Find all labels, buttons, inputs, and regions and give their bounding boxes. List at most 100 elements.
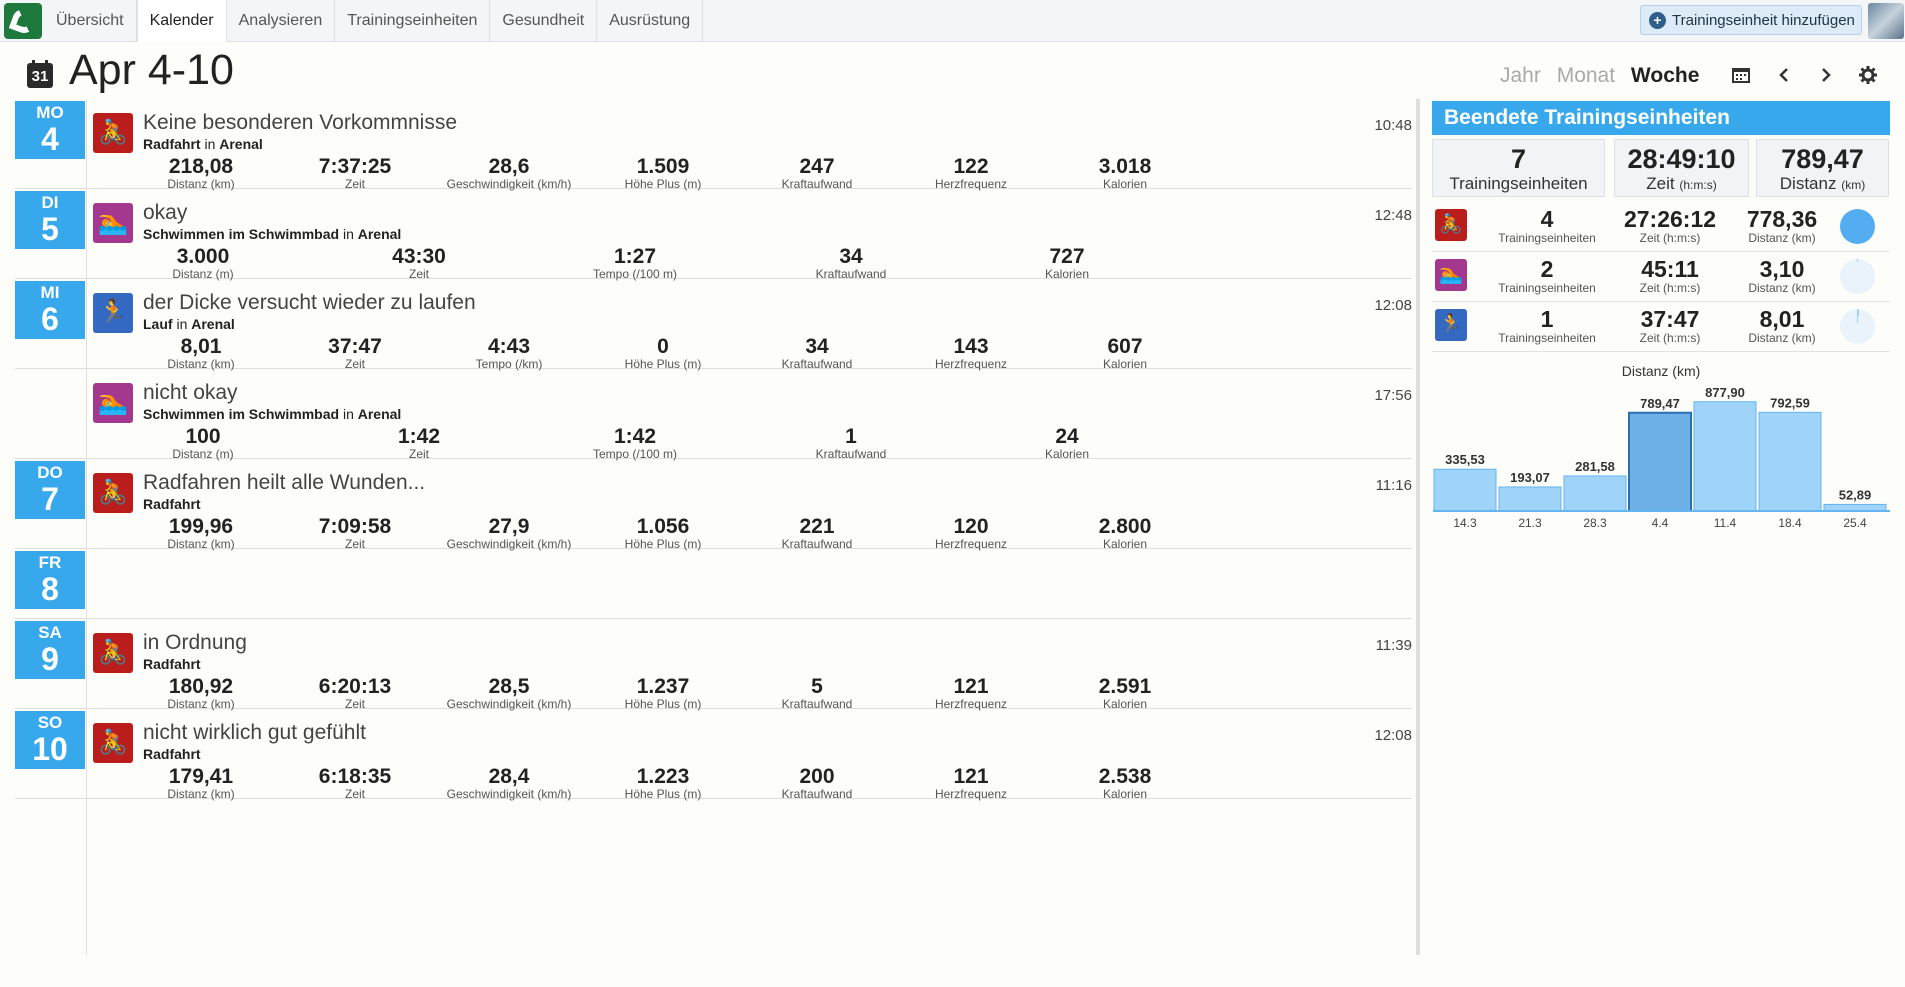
chart-bar[interactable] xyxy=(1693,401,1757,512)
view-year[interactable]: Jahr xyxy=(1500,64,1541,87)
cycling-icon[interactable]: 🚴 xyxy=(93,633,133,673)
workout-row[interactable]: SO 10 🚴 nicht wirklich gut gefühlt Radfah… xyxy=(15,709,1412,801)
next-arrow-icon[interactable] xyxy=(1815,66,1837,88)
app-logo[interactable] xyxy=(4,3,42,39)
tab-ausruestung[interactable]: Ausrüstung xyxy=(597,0,704,42)
workout-row[interactable]: DI 5 🏊 okay Schwimmen im Schwimmbad in Ar… xyxy=(15,189,1412,281)
day-badge[interactable]: MO 4 xyxy=(15,101,85,159)
workout-subtitle: Radfahrt in Arenal xyxy=(143,136,263,152)
main-tabs: Übersicht Kalender Analysieren Trainings… xyxy=(44,0,704,42)
panel-divider[interactable] xyxy=(1416,99,1420,955)
x-tick-label: 28.3 xyxy=(1583,516,1607,530)
day-number: 7 xyxy=(41,481,59,517)
workout-title[interactable]: Radfahren heilt alle Wunden... xyxy=(143,471,426,494)
stat-value: 37:47 xyxy=(328,335,382,358)
add-workout-button[interactable]: + Trainingseinheit hinzufügen xyxy=(1640,5,1862,35)
view-month[interactable]: Monat xyxy=(1556,64,1616,87)
stat-item: 2.800 Kalorien xyxy=(1035,516,1215,551)
day-badge[interactable]: SA 9 xyxy=(15,621,85,679)
day-name: FR xyxy=(38,553,62,572)
stat-item: 2.538 Kalorien xyxy=(1035,766,1215,801)
stat-label: Kalorien xyxy=(1102,537,1148,551)
workout-title[interactable]: in Ordnung xyxy=(143,631,247,654)
sport-summary-row[interactable]: 🏊 2 Trainingseinheiten 45:11 Zeit (h:m:s) … xyxy=(1432,253,1890,302)
day-badge[interactable]: DO 7 xyxy=(15,461,85,519)
chart-bar[interactable] xyxy=(1563,475,1627,512)
stat-item: 1:42 Tempo (/100 m) xyxy=(545,426,725,461)
x-tick-label: 25.4 xyxy=(1843,516,1867,530)
stat-item: 34 Kraftaufwand xyxy=(727,336,907,371)
sport-time: 27:26:12 Zeit (h:m:s) xyxy=(1623,206,1717,245)
stat-value: 4:43 xyxy=(487,335,531,358)
tab-analysieren[interactable]: Analysieren xyxy=(227,0,336,42)
workout-title[interactable]: der Dicke versucht wieder zu laufen xyxy=(143,291,476,314)
workout-row: FR 8 xyxy=(15,549,1412,619)
total-workouts-box: 7 Trainingseinheiten xyxy=(1432,139,1605,197)
workout-stats: 8,01 Distanz (km) 37:47 Zeit 4:43 Tempo … xyxy=(110,336,1400,376)
swimming-icon[interactable]: 🏊 xyxy=(93,203,133,243)
chart-bar[interactable] xyxy=(1628,411,1692,512)
total-time-value: 28:49:10 xyxy=(1627,144,1736,174)
settings-gear-icon[interactable] xyxy=(1857,66,1879,88)
sport-summary-row[interactable]: 🏃 1 Trainingseinheiten 37:47 Zeit (h:m:s) … xyxy=(1432,303,1890,352)
tab-trainingseinheiten[interactable]: Trainingseinheiten xyxy=(335,0,491,42)
stat-label: Herzfrequenz xyxy=(934,787,1008,801)
day-badge[interactable]: MI 6 xyxy=(15,281,85,339)
avatar[interactable] xyxy=(1868,3,1904,39)
stat-label: Tempo (/km) xyxy=(475,357,543,371)
tab-gesundheit[interactable]: Gesundheit xyxy=(490,0,598,42)
stat-value: 1:42 xyxy=(397,425,441,448)
view-week[interactable]: Woche xyxy=(1630,64,1700,87)
chart-bar[interactable] xyxy=(1758,411,1822,512)
stat-value: 1:27 xyxy=(613,245,657,268)
tab-uebersicht[interactable]: Übersicht xyxy=(44,0,137,42)
summary-title: Beendete Trainingseinheiten xyxy=(1432,101,1890,135)
stat-value: 2.800 xyxy=(1098,515,1152,538)
workout-stats: 180,92 Distanz (km) 6:20:13 Zeit 28,5 Ge… xyxy=(110,676,1400,716)
total-workouts-label: Trainingseinheiten xyxy=(1449,174,1588,193)
stat-value: 121 xyxy=(953,675,989,698)
workout-title[interactable]: Keine besonderen Vorkommnisse xyxy=(143,111,458,134)
stat-item: 6:18:35 Zeit xyxy=(265,766,445,801)
workout-title[interactable]: nicht wirklich gut gefühlt xyxy=(143,721,366,744)
chart-bar[interactable] xyxy=(1433,468,1497,512)
date-picker-icon[interactable] xyxy=(1730,66,1752,88)
sport-summary-row[interactable]: 🚴 4 Trainingseinheiten 27:26:12 Zeit (h:m:… xyxy=(1432,203,1890,252)
stat-label: Zeit xyxy=(408,447,429,461)
workout-title[interactable]: nicht okay xyxy=(143,381,238,404)
x-tick-label: 18.4 xyxy=(1778,516,1802,530)
stat-value: 6:20:13 xyxy=(318,675,392,698)
swimming-icon[interactable]: 🏊 xyxy=(93,383,133,423)
workout-row[interactable]: MI 6 🏃 der Dicke versucht wieder zu laufe… xyxy=(15,279,1412,371)
running-icon[interactable]: 🏃 xyxy=(93,293,133,333)
sport-time: 37:47 Zeit (h:m:s) xyxy=(1639,306,1701,345)
workout-row[interactable]: 🏊 nicht okay Schwimmen im Schwimmbad in … xyxy=(15,369,1412,461)
sport-count: 2 Trainingseinheiten xyxy=(1498,256,1596,295)
cycling-icon: 🚴 xyxy=(1435,209,1467,241)
stat-item: 122 Herzfrequenz xyxy=(881,156,1061,191)
stat-label: Distanz (m) xyxy=(172,447,234,461)
tab-kalender[interactable]: Kalender xyxy=(136,0,227,42)
workout-row[interactable]: MO 4 🚴 Keine besonderen Vorkommnisse Radf… xyxy=(15,99,1412,191)
cycling-icon[interactable]: 🚴 xyxy=(93,473,133,513)
stat-value: 3.018 xyxy=(1098,155,1152,178)
stat-value: 218,08 xyxy=(168,155,234,178)
workout-stats: 100 Distanz (m) 1:42 Zeit 1:42 Tempo (/1… xyxy=(110,426,1400,466)
cycling-icon[interactable]: 🚴 xyxy=(93,113,133,153)
day-badge[interactable]: FR 8 xyxy=(15,551,85,609)
stat-label: Tempo (/100 m) xyxy=(592,447,678,461)
previous-arrow-icon[interactable] xyxy=(1773,66,1795,88)
stat-item: 1.237 Höhe Plus (m) xyxy=(573,676,753,711)
chart-bar[interactable] xyxy=(1498,486,1562,512)
stat-item: 8,01 Distanz (km) xyxy=(111,336,291,371)
day-badge[interactable]: SO 10 xyxy=(15,711,85,769)
add-workout-label: Trainingseinheit hinzufügen xyxy=(1672,11,1855,29)
day-badge[interactable]: DI 5 xyxy=(15,191,85,249)
cycling-icon[interactable]: 🚴 xyxy=(93,723,133,763)
stat-label: Höhe Plus (m) xyxy=(624,787,702,801)
total-distance-value: 789,47 xyxy=(1781,144,1864,174)
workout-title[interactable]: okay xyxy=(143,201,188,224)
workout-row[interactable]: DO 7 🚴 Radfahren heilt alle Wunden... Rad… xyxy=(15,459,1412,551)
stat-label: Tempo (/100 m) xyxy=(592,267,678,281)
workout-row[interactable]: SA 9 🚴 in Ordnung Radfahrt 11:39 180,92 D… xyxy=(15,619,1412,711)
